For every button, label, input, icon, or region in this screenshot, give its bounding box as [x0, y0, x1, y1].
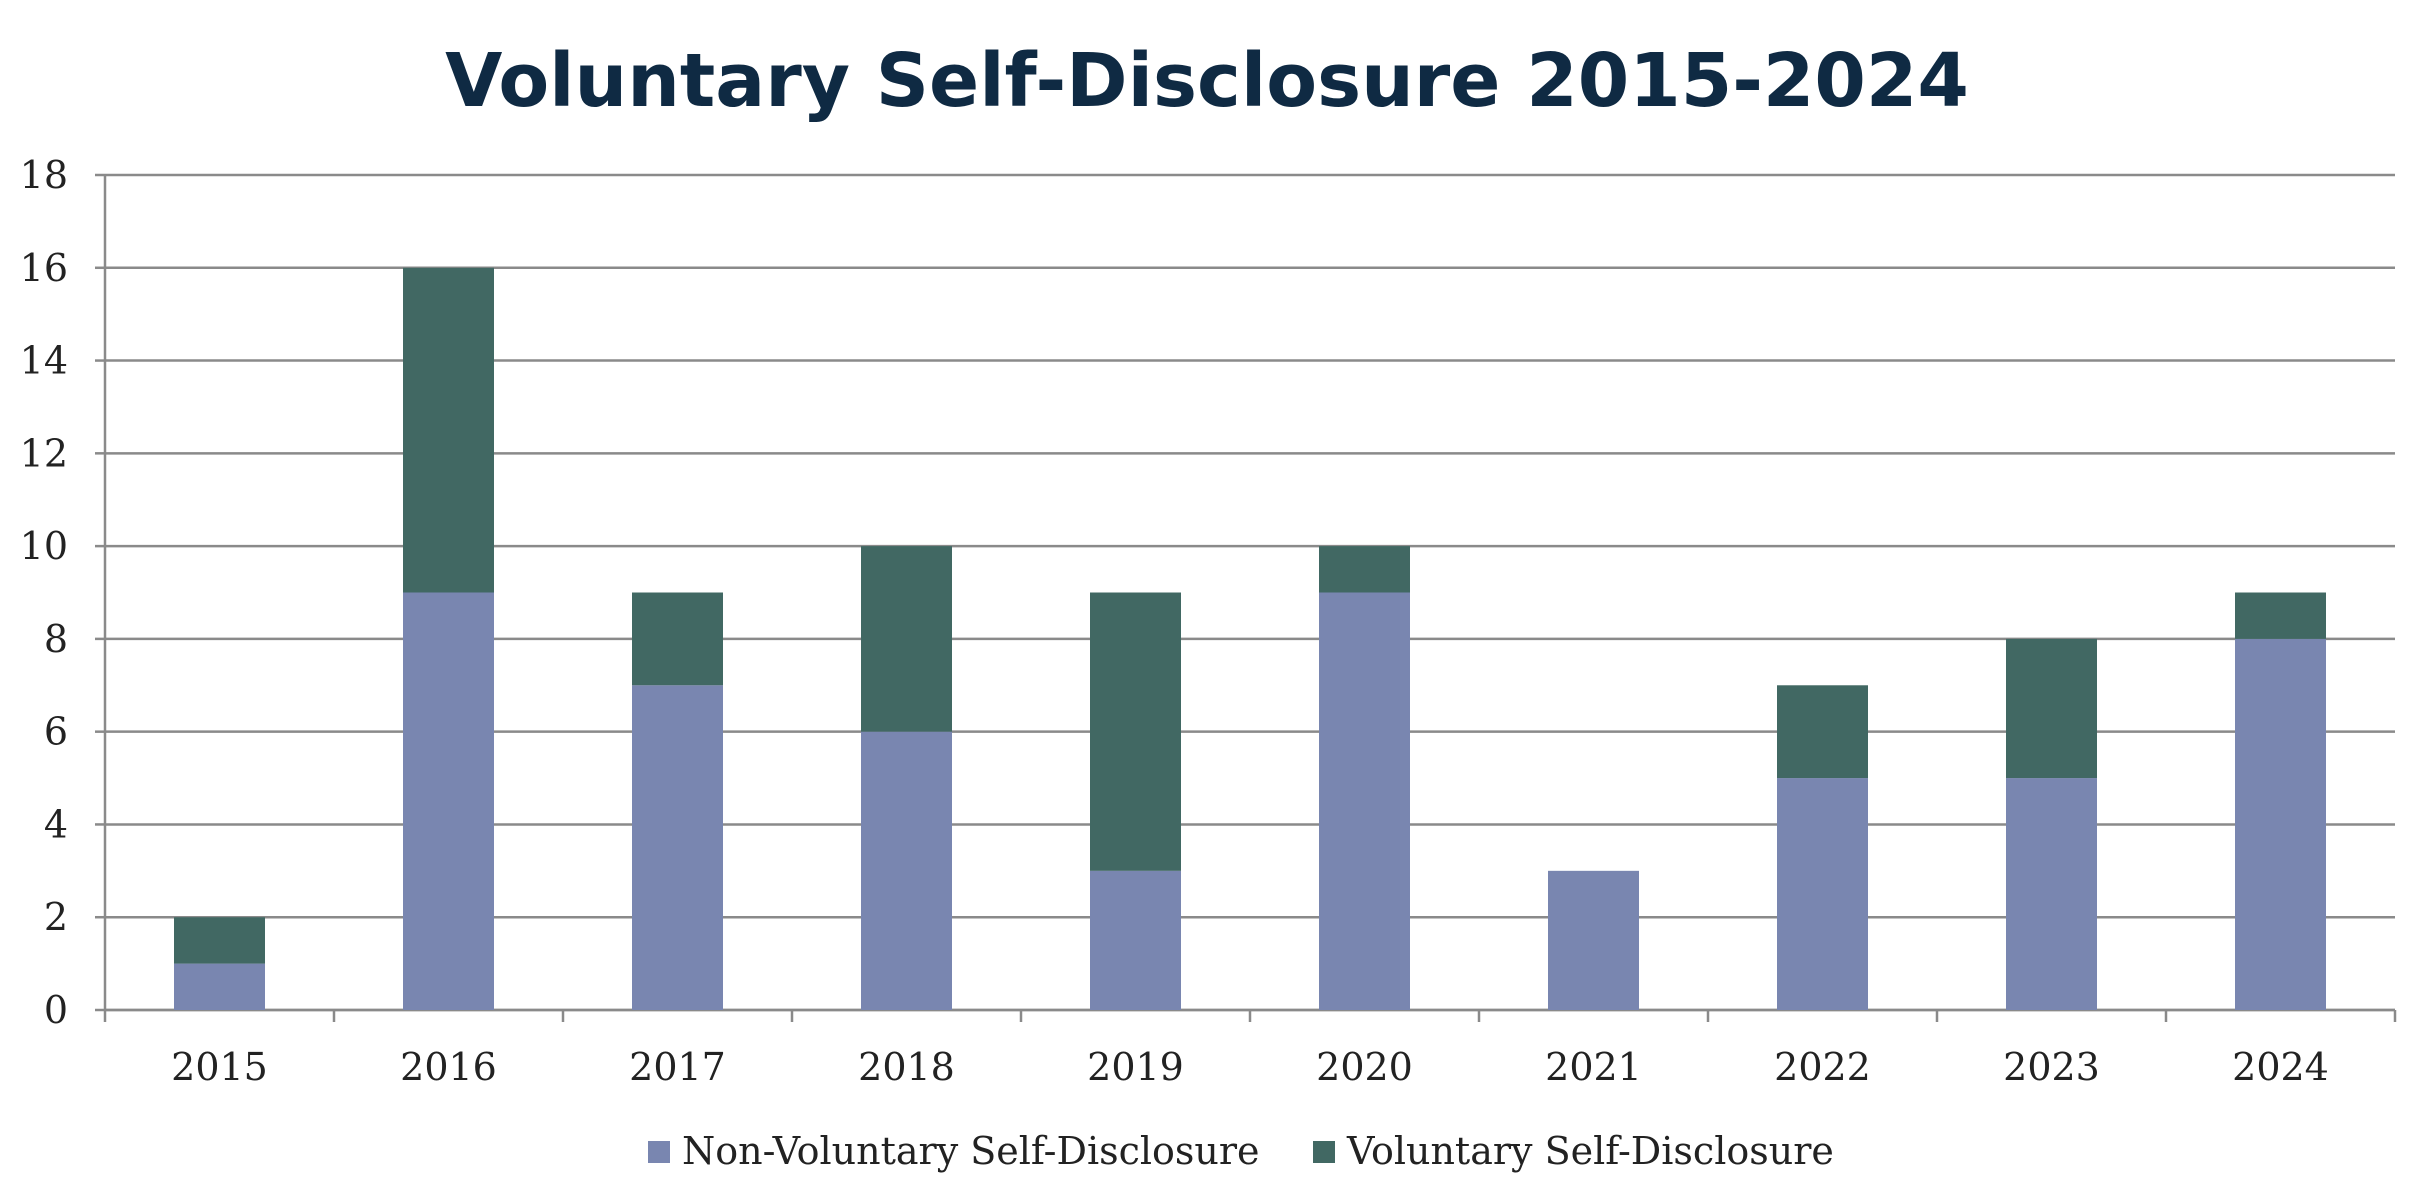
- bar-non-voluntary-2023: [2006, 778, 2097, 1010]
- bar-voluntary-2016: [403, 267, 494, 593]
- bar-voluntary-2019: [1090, 592, 1181, 871]
- bar-non-voluntary-2020: [1319, 592, 1410, 1010]
- bar-voluntary-2020: [1319, 546, 1410, 593]
- x-tick-label: 2022: [1774, 1045, 1871, 1089]
- bar-non-voluntary-2016: [403, 592, 494, 1010]
- bar-voluntary-2015: [174, 917, 265, 964]
- x-axis: 2015 2016 2017 2018 2019 2020 2021 2022 2023 2024: [103, 1008, 2397, 1089]
- bar-non-voluntary-2022: [1777, 778, 1868, 1010]
- x-tick-label: 2015: [171, 1045, 268, 1089]
- x-tick-label: 2021: [1545, 1045, 1642, 1089]
- bars: [174, 267, 2326, 1010]
- y-axis: 0 2 4 6 8 10 12 14 16 18: [20, 153, 107, 1032]
- chart-title: Voluntary Self-Disclosure 2015-2024: [445, 38, 1969, 124]
- bar-non-voluntary-2024: [2235, 638, 2326, 1010]
- bar-voluntary-2024: [2235, 592, 2326, 639]
- bar-non-voluntary-2018: [861, 731, 952, 1010]
- y-tick-label: 6: [44, 710, 68, 754]
- bar-non-voluntary-2019: [1090, 870, 1181, 1010]
- legend-swatch: [1313, 1141, 1335, 1163]
- bar-non-voluntary-2017: [632, 685, 723, 1010]
- bar-voluntary-2022: [1777, 685, 1868, 779]
- x-tick-label: 2023: [2003, 1045, 2100, 1089]
- y-tick-label: 10: [20, 524, 68, 568]
- legend-label: Voluntary Self-Disclosure: [1346, 1129, 1834, 1173]
- y-tick-label: 16: [20, 246, 68, 290]
- bar-non-voluntary-2021: [1548, 870, 1639, 1010]
- y-tick-label: 2: [44, 895, 68, 939]
- y-tick-label: 14: [20, 339, 68, 383]
- bar-voluntary-2018: [861, 546, 952, 732]
- x-tick-label: 2024: [2232, 1045, 2329, 1089]
- y-tick-label: 8: [44, 617, 68, 661]
- legend-item-voluntary: Voluntary Self-Disclosure: [1313, 1129, 1834, 1173]
- legend-label: Non-Voluntary Self-Disclosure: [682, 1129, 1260, 1173]
- legend: Non-Voluntary Self-Disclosure Voluntary S…: [648, 1129, 1834, 1173]
- bar-non-voluntary-2015: [174, 963, 265, 1010]
- x-tick-label: 2017: [629, 1045, 726, 1089]
- y-tick-label: 4: [44, 802, 68, 846]
- x-tick-label: 2019: [1087, 1045, 1184, 1089]
- x-tick-label: 2018: [858, 1045, 955, 1089]
- bar-voluntary-2017: [632, 592, 723, 686]
- bar-voluntary-2023: [2006, 638, 2097, 779]
- x-tick-label: 2016: [400, 1045, 497, 1089]
- x-tick-label: 2020: [1316, 1045, 1413, 1089]
- y-tick-label: 18: [20, 153, 68, 197]
- y-tick-label: 12: [20, 431, 68, 475]
- legend-swatch: [648, 1141, 670, 1163]
- y-tick-label: 0: [44, 988, 68, 1032]
- legend-item-non-voluntary: Non-Voluntary Self-Disclosure: [648, 1129, 1260, 1173]
